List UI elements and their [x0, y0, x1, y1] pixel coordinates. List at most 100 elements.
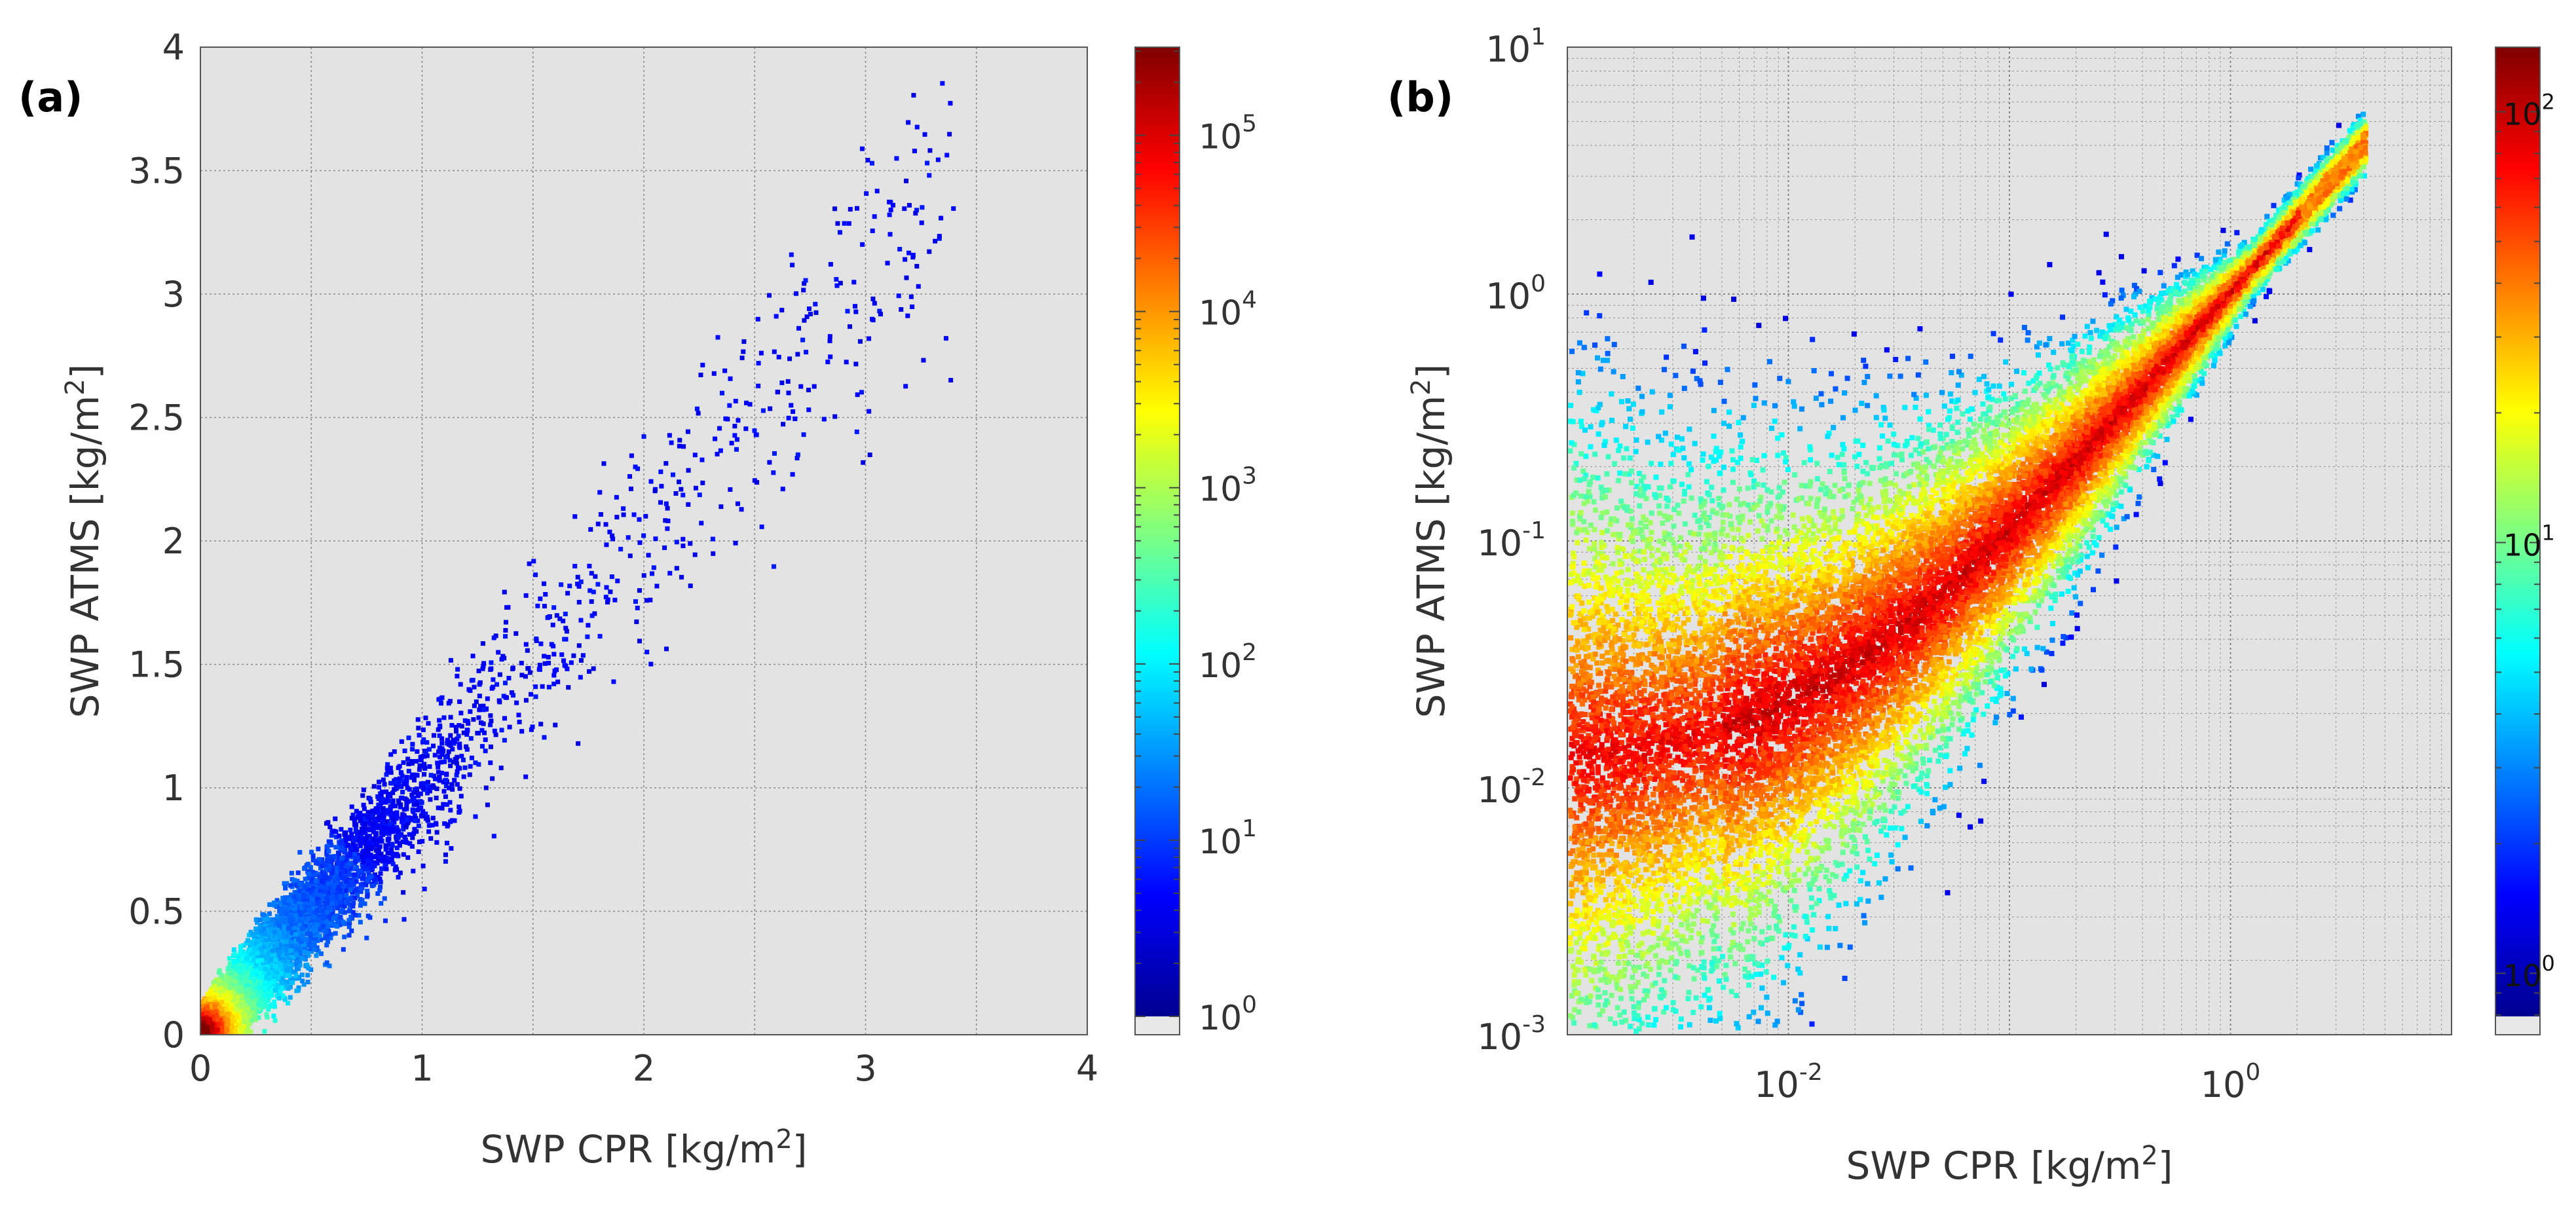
density-cell: [299, 978, 305, 984]
density-cell: [384, 855, 389, 861]
density-cell: [377, 779, 382, 785]
density-cell: [402, 834, 407, 840]
density-cell: [377, 876, 383, 881]
density-cell: [402, 749, 407, 754]
density-cell: [859, 146, 865, 151]
density-cell: [448, 819, 453, 825]
density-cell: [906, 120, 911, 125]
density-cell: [415, 789, 420, 794]
density-cell: [906, 250, 912, 255]
density-cell: [635, 466, 641, 472]
density-cell: [663, 501, 669, 506]
density-cell: [458, 794, 464, 799]
density-cell: [914, 124, 920, 130]
density-cell: [488, 722, 493, 728]
density-cell: [373, 880, 379, 885]
density-cell: [399, 739, 404, 744]
density-cell: [329, 842, 334, 847]
density-cell: [793, 417, 798, 422]
density-cell: [846, 221, 851, 226]
density-cell: [491, 834, 496, 839]
density-cell: [601, 461, 607, 466]
density-cell: [353, 825, 358, 830]
density-cell: [739, 507, 744, 512]
density-cell: [366, 872, 371, 878]
density-cell: [326, 939, 331, 944]
density-cell: [427, 788, 432, 794]
panel-label-a: (a): [18, 73, 83, 121]
density-cell: [335, 913, 340, 918]
density-cell: [455, 769, 460, 774]
density-cell: [492, 728, 497, 733]
density-cell: [297, 963, 303, 968]
density-cell: [621, 506, 626, 511]
density-cell: [927, 173, 932, 178]
density-cell: [472, 703, 477, 709]
density-cell: [337, 833, 342, 838]
density-cell: [432, 752, 438, 758]
density-cell: [603, 595, 608, 600]
density-cell: [415, 807, 420, 813]
density-cell: [387, 842, 392, 847]
density-cell: [614, 494, 619, 500]
density-cell: [591, 666, 596, 671]
density-cell: [341, 947, 346, 952]
density-cell: [397, 764, 402, 769]
density-cell: [502, 589, 507, 595]
density-cell: [523, 642, 529, 647]
density-cell: [333, 834, 339, 840]
density-cell: [347, 920, 352, 925]
density-cell: [553, 722, 558, 728]
density-cell: [356, 815, 361, 820]
density-cell: [248, 944, 253, 949]
density-cell: [464, 747, 470, 752]
density-cell: [231, 947, 236, 952]
density-cell: [400, 790, 405, 795]
density-cell: [925, 160, 930, 166]
density-cell: [431, 773, 436, 779]
density-cell: [801, 432, 806, 437]
density-cell: [473, 814, 478, 819]
density-cell: [587, 563, 592, 568]
density-cell: [575, 582, 580, 587]
density-cell: [330, 880, 335, 885]
density-cell: [495, 682, 500, 687]
density-cell: [289, 870, 294, 876]
density-cell: [920, 205, 925, 210]
density-cell: [785, 379, 791, 384]
density-cell: [424, 790, 430, 796]
density-cell: [919, 220, 924, 225]
density-cell: [401, 807, 407, 812]
density-cell: [364, 882, 369, 887]
density-cell: [296, 985, 301, 990]
density-cell: [563, 663, 569, 669]
density-cell: [453, 759, 458, 764]
density-cell: [629, 453, 634, 458]
density-cell: [390, 790, 396, 796]
density-cell: [481, 661, 487, 666]
density-cell: [438, 701, 443, 706]
density-cell: [542, 661, 548, 666]
density-cell: [278, 988, 283, 993]
density-cell: [200, 1002, 206, 1007]
density-cell: [442, 821, 447, 826]
density-cell: [867, 452, 872, 457]
density-cell: [519, 661, 524, 666]
density-cell: [588, 527, 593, 532]
density-cell: [422, 771, 427, 777]
density-cell: [338, 843, 343, 848]
density-cell: [219, 973, 224, 978]
density-cell: [352, 817, 358, 822]
density-cell: [827, 339, 832, 344]
density-cell: [576, 741, 581, 746]
density-cell: [355, 852, 360, 857]
density-cell: [485, 696, 490, 701]
density-cell: [711, 371, 717, 376]
density-cell: [377, 844, 383, 849]
density-cell: [437, 718, 442, 723]
density-cell: [423, 816, 428, 821]
density-cell: [359, 814, 364, 819]
density-cell: [439, 741, 445, 746]
density-cell: [644, 598, 649, 603]
density-cell: [358, 919, 363, 925]
